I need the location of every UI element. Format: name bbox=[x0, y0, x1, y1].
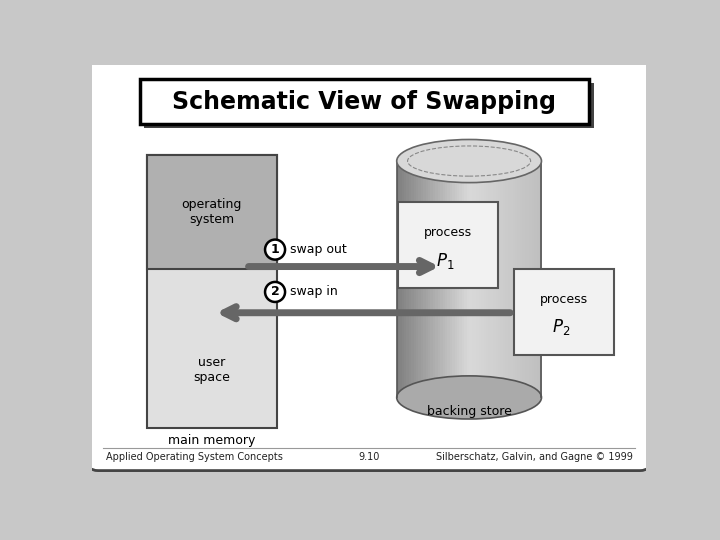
Bar bbox=[469, 161, 472, 397]
Bar bbox=[518, 161, 521, 397]
Bar bbox=[467, 161, 470, 397]
Bar bbox=[409, 161, 412, 397]
Bar bbox=[433, 161, 436, 397]
Bar bbox=[445, 161, 448, 397]
Bar bbox=[428, 161, 431, 397]
Bar bbox=[527, 161, 530, 397]
Bar bbox=[505, 161, 508, 397]
Bar bbox=[397, 161, 400, 397]
Bar bbox=[532, 161, 535, 397]
Ellipse shape bbox=[397, 139, 541, 183]
Text: swap out: swap out bbox=[290, 243, 347, 256]
Circle shape bbox=[265, 240, 285, 260]
Bar bbox=[423, 161, 426, 397]
Bar bbox=[479, 161, 482, 397]
Bar bbox=[426, 161, 429, 397]
Bar bbox=[464, 161, 467, 397]
Bar bbox=[413, 161, 417, 397]
Bar bbox=[459, 161, 463, 397]
Bar bbox=[477, 161, 480, 397]
Text: 1: 1 bbox=[271, 243, 279, 256]
Bar bbox=[438, 161, 441, 397]
Text: Applied Operating System Concepts: Applied Operating System Concepts bbox=[106, 453, 282, 462]
Bar bbox=[481, 161, 485, 397]
Bar bbox=[144, 83, 594, 128]
Ellipse shape bbox=[397, 376, 541, 419]
Bar bbox=[140, 79, 589, 124]
Text: process: process bbox=[540, 293, 588, 306]
Bar bbox=[488, 161, 492, 397]
Bar bbox=[418, 161, 422, 397]
Bar bbox=[440, 161, 444, 397]
Bar bbox=[402, 161, 405, 397]
Bar bbox=[447, 161, 451, 397]
Bar bbox=[491, 161, 494, 397]
Bar bbox=[474, 161, 477, 397]
Text: main memory: main memory bbox=[168, 434, 256, 447]
Bar bbox=[520, 161, 523, 397]
Text: operating
system: operating system bbox=[181, 198, 242, 226]
Bar bbox=[500, 161, 504, 397]
Bar bbox=[510, 161, 513, 397]
Bar bbox=[450, 161, 453, 397]
Bar bbox=[431, 161, 433, 397]
Bar bbox=[406, 161, 410, 397]
Bar bbox=[534, 161, 537, 397]
Bar bbox=[539, 161, 542, 397]
Bar bbox=[522, 161, 526, 397]
Text: $P_2$: $P_2$ bbox=[552, 318, 570, 338]
Bar bbox=[457, 161, 460, 397]
Text: $P_1$: $P_1$ bbox=[436, 251, 454, 271]
Bar bbox=[514, 269, 614, 355]
FancyBboxPatch shape bbox=[86, 59, 652, 470]
Bar bbox=[525, 161, 528, 397]
Bar bbox=[486, 161, 489, 397]
Bar bbox=[493, 161, 496, 397]
Bar bbox=[398, 202, 498, 288]
Bar bbox=[536, 161, 540, 397]
Text: 9.10: 9.10 bbox=[359, 453, 379, 462]
Bar bbox=[148, 155, 276, 428]
Bar bbox=[472, 161, 474, 397]
Bar bbox=[529, 161, 533, 397]
Text: 2: 2 bbox=[271, 286, 279, 299]
Bar bbox=[484, 161, 487, 397]
Bar bbox=[454, 161, 458, 397]
Bar bbox=[495, 161, 499, 397]
Bar bbox=[462, 161, 465, 397]
Text: process: process bbox=[424, 226, 472, 239]
Bar bbox=[404, 161, 407, 397]
Bar bbox=[452, 161, 455, 397]
Bar bbox=[399, 161, 402, 397]
Bar bbox=[508, 161, 511, 397]
Text: swap in: swap in bbox=[290, 286, 338, 299]
Text: backing store: backing store bbox=[427, 405, 511, 418]
Bar bbox=[421, 161, 424, 397]
Bar bbox=[416, 161, 419, 397]
Text: Silberschatz, Galvin, and Gagne © 1999: Silberschatz, Galvin, and Gagne © 1999 bbox=[436, 453, 633, 462]
Text: Schematic View of Swapping: Schematic View of Swapping bbox=[172, 90, 557, 114]
Bar bbox=[411, 161, 415, 397]
Bar bbox=[443, 161, 446, 397]
Circle shape bbox=[265, 282, 285, 302]
Bar bbox=[436, 161, 438, 397]
Text: user
space: user space bbox=[194, 356, 230, 384]
Bar bbox=[513, 161, 516, 397]
Bar bbox=[503, 161, 506, 397]
Bar bbox=[515, 161, 518, 397]
Bar bbox=[498, 161, 501, 397]
Bar bbox=[148, 155, 276, 269]
